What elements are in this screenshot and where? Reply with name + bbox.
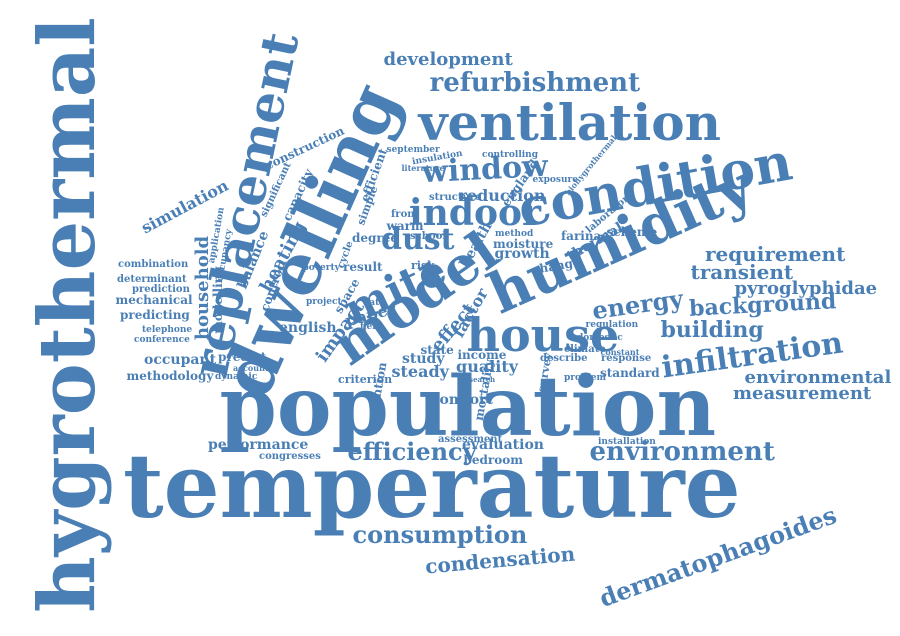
word-scheme: scheme (606, 225, 658, 239)
word-farinae: farinae (561, 229, 609, 243)
word-constant: constant (600, 347, 640, 357)
word-school: school (410, 231, 447, 242)
word-bedroom: bedroom (463, 453, 523, 467)
word-criterion: criterion (338, 372, 393, 386)
word-pyroglyphidae: pyroglyphidae (734, 278, 878, 299)
word-response: response (601, 353, 652, 364)
word-occupant: occupant (144, 352, 217, 368)
word-environmental: environmental (744, 367, 892, 388)
word-installation: installation (598, 436, 656, 447)
word-house: house (466, 308, 620, 362)
word-ventilation: ventilation (418, 93, 722, 152)
word-congresses: congresses (259, 451, 321, 462)
word-mechanical: mechanical (115, 293, 193, 307)
word-predicting: predicting (120, 308, 190, 322)
word-state: state (420, 343, 454, 357)
word-comfort: comfort (431, 392, 493, 408)
word-account: account (233, 363, 269, 373)
word-regulation: regulation (585, 319, 639, 330)
word-dynamic: dynamic (215, 371, 258, 382)
word-telephone: telephone (142, 324, 193, 335)
word-result: result (343, 260, 383, 274)
word-population: population (219, 359, 717, 455)
word-climate: climate (564, 344, 606, 355)
word-refurbishment: refurbishment (429, 68, 641, 98)
word-poverty: poverty (302, 262, 340, 273)
word-research: research (461, 374, 496, 384)
word-standard: standard (600, 366, 660, 380)
word-prediction: prediction (132, 284, 190, 295)
word-development: development (383, 49, 513, 70)
word-assessment: assessment (438, 434, 503, 445)
word-quality: quality (456, 357, 519, 376)
word-describe: describe (540, 353, 588, 364)
word-exposure: exposure (532, 174, 578, 185)
word-study: study (402, 351, 445, 367)
word-combination: combination (118, 259, 189, 270)
word-steady: steady (391, 362, 449, 381)
word-controlling: controlling (482, 149, 539, 160)
word-methodology: methodology (126, 369, 214, 383)
word-literature: literature (401, 163, 445, 173)
word-building: building (660, 317, 764, 343)
word-dust: dust (381, 222, 455, 257)
word-predict: predict (218, 350, 267, 364)
word-evaluation: evaluation (462, 437, 544, 453)
word-measurement: measurement (733, 383, 872, 404)
word-september: september (386, 144, 440, 155)
word-indoor: indoor (409, 192, 542, 234)
word-moisture: moisture (493, 237, 554, 251)
word-requirement: requirement (705, 242, 846, 266)
word-consumption: consumption (352, 520, 528, 549)
word-problem: problem (564, 372, 606, 383)
word-environment: environment (589, 437, 775, 467)
word-english: english (279, 320, 337, 336)
word-efficiency: efficiency (347, 437, 477, 466)
word-structure: structure (429, 192, 482, 203)
word-growth: growth (494, 246, 550, 262)
word-front: front (391, 209, 420, 220)
word-performance: performance (208, 437, 309, 453)
word-conference: conference (134, 334, 190, 345)
word-risk: risk (411, 258, 435, 272)
word-domestic: domestic (577, 332, 623, 343)
word-warm: warm (386, 219, 424, 233)
word-project: project (306, 296, 342, 307)
word-hygrothermal: hygrothermal (21, 17, 113, 613)
word-determinant: determinant (117, 274, 187, 285)
word-temperature: temperature (123, 434, 741, 538)
word-income: income (457, 348, 507, 362)
word-data: data (363, 297, 386, 308)
word-method: method (495, 228, 534, 239)
word-reduction: reduction (458, 186, 546, 205)
word-degree: degree (352, 231, 399, 245)
word-transient: transient (690, 260, 794, 284)
word-field: field (360, 321, 382, 332)
